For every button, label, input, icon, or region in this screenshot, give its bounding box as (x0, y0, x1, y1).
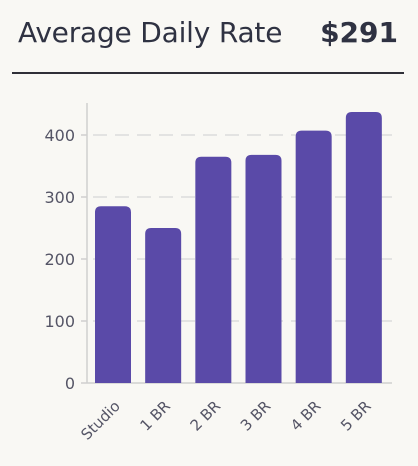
y-tick-label-300: 300 (44, 188, 75, 207)
x-tick-label-3-br: 3 BR (237, 397, 274, 434)
bar-studio (95, 206, 131, 383)
y-tick-label-100: 100 (44, 312, 75, 331)
x-tick-label-1-br: 1 BR (136, 397, 173, 434)
chart-header: Average Daily Rate $291 (12, 0, 404, 74)
x-tick-label-studio: Studio (77, 397, 124, 444)
x-tick-label-5-br: 5 BR (337, 397, 374, 434)
bar-1-br (145, 228, 182, 383)
bar-3-br (245, 154, 282, 383)
x-tick-label-2-br: 2 BR (187, 397, 224, 434)
y-tick-label-200: 200 (44, 250, 75, 269)
y-tick-label-0: 0 (65, 374, 75, 393)
x-tick-label-4-br: 4 BR (287, 397, 324, 434)
bar-4-br (295, 130, 332, 383)
bar-2-br (195, 156, 232, 383)
chart-title: Average Daily Rate (18, 16, 283, 49)
average-rate-value: $291 (320, 16, 398, 49)
y-tick-label-400: 400 (44, 126, 75, 145)
bar-5-br (345, 112, 382, 383)
